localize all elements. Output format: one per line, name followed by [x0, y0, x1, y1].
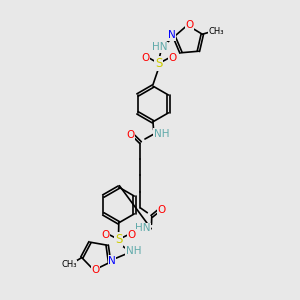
- Text: HN: HN: [135, 223, 151, 233]
- Text: O: O: [91, 265, 100, 275]
- Text: O: O: [186, 20, 194, 30]
- Text: CH₃: CH₃: [209, 27, 224, 36]
- Text: O: O: [168, 53, 176, 63]
- Text: O: O: [142, 53, 150, 63]
- Text: O: O: [102, 230, 110, 240]
- Text: S: S: [155, 57, 162, 70]
- Text: O: O: [127, 130, 135, 140]
- Text: O: O: [128, 230, 136, 240]
- Text: NH: NH: [126, 246, 141, 256]
- Text: N: N: [108, 256, 116, 266]
- Text: HN: HN: [152, 42, 167, 52]
- Text: N: N: [168, 30, 176, 40]
- Text: O: O: [158, 205, 166, 215]
- Text: NH: NH: [154, 129, 169, 139]
- Text: S: S: [115, 233, 122, 246]
- Text: CH₃: CH₃: [61, 260, 77, 269]
